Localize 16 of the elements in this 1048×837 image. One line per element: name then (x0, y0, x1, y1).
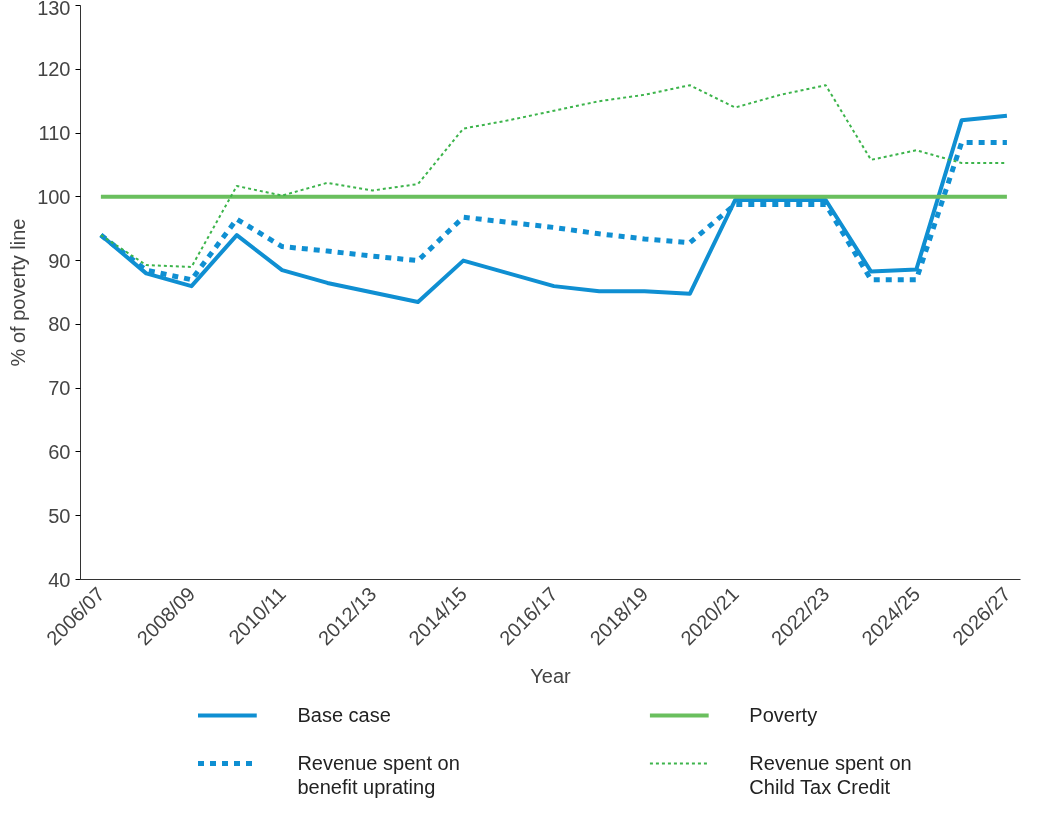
y-tick-label: 100 (37, 185, 71, 208)
y-tick-label: 80 (48, 313, 71, 336)
legend-label: Poverty (749, 703, 818, 726)
y-tick-label: 40 (48, 568, 71, 591)
y-tick-label: 110 (38, 122, 71, 145)
y-tick-label: 90 (48, 249, 71, 272)
y-tick-label: 70 (48, 377, 71, 400)
legend-label: Revenue spent on benefit uprating (297, 751, 460, 798)
y-tick-label: 130 (37, 0, 71, 19)
y-axis-title: % of poverty line (7, 218, 30, 367)
y-tick-label: 50 (48, 504, 71, 527)
legend-label: Base case (297, 703, 391, 726)
x-axis-title: Year (530, 665, 572, 688)
y-tick-label: 60 (48, 440, 71, 463)
legend-label: Revenue spent on Child Tax Credit (749, 751, 912, 798)
y-tick-label: 120 (37, 58, 71, 81)
